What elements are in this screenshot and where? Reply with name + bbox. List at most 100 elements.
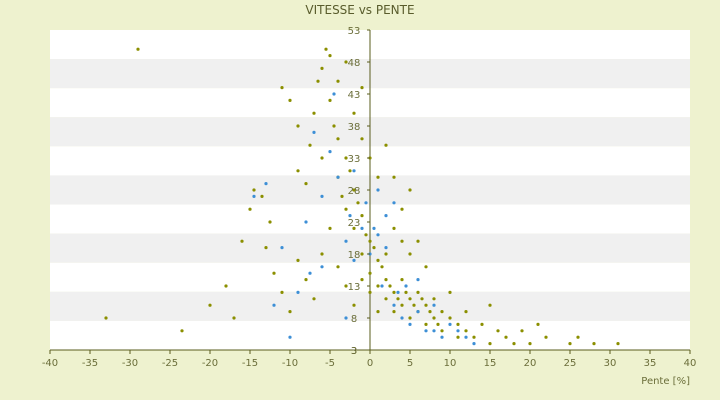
data-point-olive — [392, 310, 396, 314]
data-point-blue — [344, 316, 348, 320]
x-tick-label: -20 — [202, 358, 218, 369]
data-point-blue — [376, 188, 380, 192]
x-tick-label: 30 — [604, 358, 617, 369]
data-point-olive — [352, 111, 356, 115]
data-point-blue — [380, 284, 384, 288]
data-point-olive — [408, 252, 412, 256]
data-point-blue — [352, 258, 356, 262]
data-point-olive — [592, 342, 596, 346]
data-point-blue — [440, 335, 444, 339]
data-point-olive — [384, 278, 388, 282]
data-point-olive — [372, 246, 376, 250]
data-point-olive — [368, 290, 372, 294]
x-axis-label: Pente [%] — [641, 376, 690, 387]
data-point-olive — [360, 137, 364, 141]
data-point-blue — [456, 329, 460, 333]
data-point-olive — [384, 143, 388, 147]
data-point-olive — [424, 265, 428, 269]
data-point-olive — [480, 322, 484, 326]
data-point-olive — [380, 265, 384, 269]
data-point-olive — [496, 329, 500, 333]
data-point-olive — [136, 47, 140, 51]
data-point-olive — [324, 47, 328, 51]
data-point-blue — [344, 239, 348, 243]
data-point-olive — [312, 297, 316, 301]
data-point-olive — [428, 310, 432, 314]
data-point-olive — [344, 156, 348, 160]
data-point-blue — [392, 303, 396, 307]
data-point-blue — [364, 201, 368, 205]
data-point-olive — [336, 265, 340, 269]
data-point-olive — [520, 329, 524, 333]
data-point-blue — [320, 265, 324, 269]
data-point-olive — [252, 188, 256, 192]
x-tick-label: 5 — [407, 358, 413, 369]
data-point-olive — [224, 284, 228, 288]
data-point-olive — [440, 329, 444, 333]
data-point-olive — [416, 290, 420, 294]
data-point-olive — [288, 310, 292, 314]
data-point-blue — [288, 335, 292, 339]
data-point-olive — [376, 310, 380, 314]
x-tick-label: 20 — [524, 358, 537, 369]
y-tick-label: 28 — [348, 186, 361, 197]
data-point-olive — [368, 239, 372, 243]
data-point-olive — [364, 233, 368, 237]
data-point-olive — [408, 316, 412, 320]
x-tick-label: -25 — [162, 358, 178, 369]
y-tick-label: 3 — [351, 346, 357, 357]
data-point-blue — [404, 284, 408, 288]
data-point-olive — [376, 284, 380, 288]
data-point-olive — [404, 290, 408, 294]
data-point-blue — [432, 303, 436, 307]
y-tick-label: 8 — [351, 314, 357, 325]
y-tick-label: 53 — [348, 26, 361, 37]
data-point-olive — [412, 303, 416, 307]
data-point-olive — [392, 290, 396, 294]
data-point-blue — [312, 130, 316, 134]
data-point-olive — [504, 335, 508, 339]
data-point-olive — [388, 284, 392, 288]
data-point-olive — [384, 297, 388, 301]
x-tick-label: -5 — [325, 358, 335, 369]
y-tick-label: 33 — [348, 154, 361, 165]
data-points — [104, 47, 620, 346]
data-point-olive — [328, 98, 332, 102]
x-tick-label: 35 — [644, 358, 657, 369]
data-point-olive — [328, 54, 332, 58]
data-point-olive — [296, 169, 300, 173]
data-point-olive — [424, 322, 428, 326]
data-point-olive — [464, 329, 468, 333]
data-point-olive — [304, 182, 308, 186]
data-point-blue — [464, 335, 468, 339]
x-tick-label: -40 — [42, 358, 58, 369]
x-tick-label: 10 — [444, 358, 457, 369]
data-point-olive — [424, 303, 428, 307]
data-point-olive — [280, 290, 284, 294]
data-point-olive — [396, 297, 400, 301]
data-point-olive — [340, 194, 344, 198]
data-point-blue — [332, 92, 336, 96]
data-point-olive — [344, 60, 348, 64]
data-point-olive — [384, 252, 388, 256]
data-point-olive — [420, 297, 424, 301]
data-point-olive — [376, 258, 380, 262]
y-tick-label: 18 — [348, 250, 361, 261]
data-point-olive — [360, 278, 364, 282]
data-point-blue — [304, 220, 308, 224]
data-point-olive — [400, 207, 404, 211]
data-point-blue — [396, 290, 400, 294]
x-tick-label: -10 — [282, 358, 298, 369]
data-point-olive — [448, 316, 452, 320]
data-point-olive — [512, 342, 516, 346]
data-point-olive — [296, 258, 300, 262]
y-tick-label: 23 — [348, 218, 361, 229]
data-point-olive — [348, 169, 352, 173]
data-point-blue — [448, 322, 452, 326]
data-point-olive — [356, 201, 360, 205]
data-point-blue — [320, 194, 324, 198]
data-point-olive — [360, 214, 364, 218]
data-point-blue — [408, 322, 412, 326]
